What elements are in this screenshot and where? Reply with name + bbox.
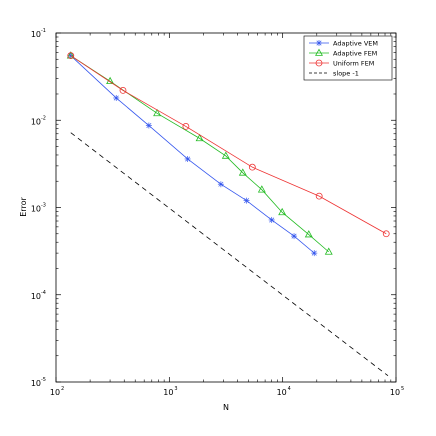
series-slope-1 — [70, 132, 389, 377]
legend-label: Adaptive FEM — [333, 49, 377, 57]
circle-marker — [182, 123, 190, 130]
y-tick-label: 10 — [31, 205, 41, 214]
series-line — [70, 55, 387, 235]
star-marker — [243, 197, 250, 204]
y-tick-label: 10 — [31, 379, 41, 388]
legend-label: slope -1 — [333, 69, 359, 77]
triangle-marker — [304, 230, 313, 238]
star-marker — [145, 122, 152, 129]
series-uniform-fem — [67, 52, 390, 238]
x-tick-exponent: 2 — [61, 386, 64, 392]
circle-marker — [248, 163, 256, 171]
legend: Adaptive VEM Adaptive FEM Uniform FEM slope… — [303, 35, 393, 81]
triangle-marker — [221, 151, 230, 159]
triangle-marker — [66, 51, 75, 59]
y-tick-exponent: -1 — [41, 28, 46, 34]
axis-ticks: 10 2 10 3 10 4 10 510 -510 -410 -310 -210 -1 — [31, 28, 404, 397]
y-tick-label: 10 — [31, 117, 41, 126]
triangle-marker — [238, 168, 247, 176]
triangle-marker — [195, 133, 204, 142]
star-marker — [268, 216, 275, 223]
x-tick-exponent: 5 — [401, 386, 404, 392]
y-tick-exponent: -3 — [41, 203, 46, 209]
y-tick-label: 10 — [31, 30, 41, 39]
star-marker — [184, 155, 191, 162]
star-marker — [217, 181, 224, 188]
y-tick-exponent: -2 — [41, 115, 46, 121]
circle-marker — [67, 52, 75, 60]
y-tick-exponent: -5 — [41, 377, 46, 383]
y-tick-label: 10 — [31, 292, 41, 301]
y-axis-label: Error — [19, 197, 28, 217]
y-tick-exponent: -4 — [41, 290, 46, 296]
legend-label: Adaptive VEM — [333, 39, 378, 47]
legend-label: Uniform FEM — [333, 59, 374, 67]
series-adaptive-fem — [66, 51, 333, 255]
triangle-marker — [324, 247, 333, 255]
x-tick-label: 10 — [390, 388, 400, 397]
circle-marker — [315, 59, 323, 67]
x-tick-exponent: 3 — [174, 386, 177, 392]
series-line — [70, 55, 330, 253]
circle-marker — [315, 192, 323, 200]
triangle-marker — [153, 108, 162, 117]
x-tick-label: 10 — [277, 388, 287, 397]
star-marker — [316, 40, 322, 46]
circle-marker — [382, 230, 390, 238]
x-tick-label: 10 — [163, 388, 173, 397]
star-marker — [291, 233, 298, 240]
x-axis-label: N — [223, 403, 229, 412]
circle-marker — [119, 86, 127, 94]
triangle-marker — [257, 185, 266, 193]
triangle-marker — [278, 207, 287, 216]
series-line — [70, 132, 389, 377]
plot-area — [55, 32, 397, 383]
x-tick-label: 10 — [50, 388, 60, 397]
triangle-marker — [315, 48, 323, 56]
data-series — [66, 51, 390, 377]
star-marker — [311, 250, 318, 257]
star-marker — [113, 94, 120, 101]
x-tick-exponent: 4 — [288, 386, 291, 392]
